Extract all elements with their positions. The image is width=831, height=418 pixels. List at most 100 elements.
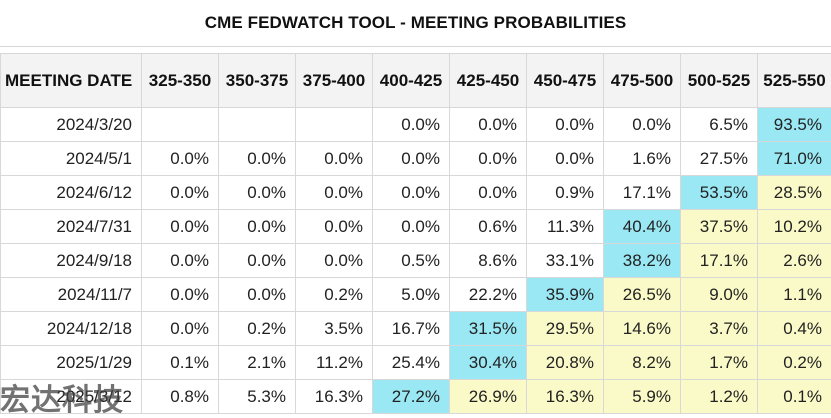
probability-cell (141, 107, 219, 142)
column-header-range: 475-500 (603, 53, 681, 108)
meeting-date-cell: 2024/9/18 (0, 243, 142, 278)
probability-cell: 0.0% (141, 175, 219, 210)
column-header-range: 400-425 (372, 53, 450, 108)
probability-cell: 3.5% (295, 311, 373, 346)
probability-cell (218, 107, 296, 142)
probability-cell: 0.0% (295, 141, 373, 176)
probability-cell: 35.9% (526, 277, 604, 312)
table-header-row: MEETING DATE 325-350 350-375 375-400 400-425… (0, 53, 831, 108)
probability-cell: 0.0% (449, 141, 527, 176)
probability-cell: 0.1% (141, 345, 219, 380)
probability-cell: 1.6% (603, 141, 681, 176)
probability-cell: 22.2% (449, 277, 527, 312)
probability-cell: 16.3% (526, 379, 604, 414)
probability-cell: 16.3% (295, 379, 373, 414)
probability-cell: 0.0% (218, 209, 296, 244)
probability-cell: 5.3% (218, 379, 296, 414)
probability-cell: 8.2% (603, 345, 681, 380)
probability-cell: 38.2% (603, 243, 681, 278)
probability-cell: 0.0% (295, 175, 373, 210)
probability-cell: 37.5% (680, 209, 758, 244)
probability-cell: 2.1% (218, 345, 296, 380)
probability-cell: 16.7% (372, 311, 450, 346)
column-header-range: 500-525 (680, 53, 758, 108)
probability-cell: 1.7% (680, 345, 758, 380)
probability-cell: 0.0% (295, 209, 373, 244)
probability-cell: 27.5% (680, 141, 758, 176)
meeting-date-cell: 2024/11/7 (0, 277, 142, 312)
probability-cell: 0.6% (449, 209, 527, 244)
probability-cell: 0.0% (141, 209, 219, 244)
column-header-range: 525-550 (757, 53, 831, 108)
probability-cell: 26.9% (449, 379, 527, 414)
probability-cell: 28.5% (757, 175, 831, 210)
probability-cell: 53.5% (680, 175, 758, 210)
probability-cell: 5.9% (603, 379, 681, 414)
probability-cell: 0.8% (141, 379, 219, 414)
probability-cell: 0.5% (372, 243, 450, 278)
probability-cell: 0.9% (526, 175, 604, 210)
probability-cell: 0.0% (141, 243, 219, 278)
table-body: 2024/3/20 0.0% 0.0% 0.0% 0.0% 6.5% 93.5% 2024/5… (0, 107, 831, 414)
table-row: 2024/5/1 0.0% 0.0% 0.0% 0.0% 0.0% 0.0% 1.6% 27.5… (0, 141, 831, 176)
probability-cell: 26.5% (603, 277, 681, 312)
probability-cell: 0.0% (141, 141, 219, 176)
probability-cell: 29.5% (526, 311, 604, 346)
meeting-date-cell: 2024/6/12 (0, 175, 142, 210)
probability-cell: 0.2% (218, 311, 296, 346)
table-row: 2024/12/18 0.0% 0.2% 3.5% 16.7% 31.5% 29.5% 14.… (0, 311, 831, 346)
probability-cell: 8.6% (449, 243, 527, 278)
probability-cell: 40.4% (603, 209, 681, 244)
probability-cell: 0.0% (449, 107, 527, 142)
probability-cell: 0.0% (218, 141, 296, 176)
meeting-date-cell: 2024/5/1 (0, 141, 142, 176)
column-header-range: 450-475 (526, 53, 604, 108)
probabilities-table: MEETING DATE 325-350 350-375 375-400 400-425… (0, 53, 831, 414)
meeting-date-cell: 2025/1/29 (0, 345, 142, 380)
probability-cell: 0.0% (372, 141, 450, 176)
probability-cell: 14.6% (603, 311, 681, 346)
column-header-range: 375-400 (295, 53, 373, 108)
meeting-date-cell: 2024/12/18 (0, 311, 142, 346)
probability-cell: 0.0% (295, 243, 373, 278)
probability-cell: 1.1% (757, 277, 831, 312)
probability-cell: 0.0% (372, 175, 450, 210)
probability-cell: 6.5% (680, 107, 758, 142)
meeting-date-cell: 2025/3/12 (0, 379, 142, 414)
probability-cell: 0.1% (757, 379, 831, 414)
meeting-date-cell: 2024/3/20 (0, 107, 142, 142)
probability-cell: 1.2% (680, 379, 758, 414)
table-row: 2024/11/7 0.0% 0.0% 0.2% 5.0% 22.2% 35.9% 26.5%… (0, 277, 831, 312)
column-header-range: 350-375 (218, 53, 296, 108)
table-row: 2024/9/18 0.0% 0.0% 0.0% 0.5% 8.6% 33.1% 38.2% 1… (0, 243, 831, 278)
table-row: 2025/1/29 0.1% 2.1% 11.2% 25.4% 30.4% 20.8% 8.2… (0, 345, 831, 380)
probability-cell: 0.0% (372, 209, 450, 244)
probability-cell: 11.2% (295, 345, 373, 380)
page-title: CME FEDWATCH TOOL - MEETING PROBABILITIE… (0, 0, 831, 47)
watermark-logo: 宏达科技 (0, 383, 124, 418)
table-row: 2024/6/12 0.0% 0.0% 0.0% 0.0% 0.0% 0.9% 17.1% 53… (0, 175, 831, 210)
table-row: 2025/3/12 0.8% 5.3% 16.3% 27.2% 26.9% 16.3% 5.9… (0, 379, 831, 414)
probability-cell: 0.0% (141, 277, 219, 312)
table-row: 2024/7/31 0.0% 0.0% 0.0% 0.0% 0.6% 11.3% 40.4% 3… (0, 209, 831, 244)
probability-cell: 0.0% (218, 277, 296, 312)
probability-cell: 2.6% (757, 243, 831, 278)
probability-cell: 0.0% (526, 141, 604, 176)
probability-cell: 0.0% (603, 107, 681, 142)
probabilities-table-container: MEETING DATE 325-350 350-375 375-400 400-425… (0, 53, 831, 414)
probability-cell: 31.5% (449, 311, 527, 346)
probability-cell: 17.1% (603, 175, 681, 210)
probability-cell: 0.2% (757, 345, 831, 380)
probability-cell: 0.0% (372, 107, 450, 142)
probability-cell: 71.0% (757, 141, 831, 176)
probability-cell: 0.4% (757, 311, 831, 346)
probability-cell: 0.0% (526, 107, 604, 142)
probability-cell: 0.0% (218, 175, 296, 210)
probability-cell: 30.4% (449, 345, 527, 380)
column-header-range: 325-350 (141, 53, 219, 108)
probability-cell: 33.1% (526, 243, 604, 278)
table-row: 2024/3/20 0.0% 0.0% 0.0% 0.0% 6.5% 93.5% (0, 107, 831, 142)
probability-cell: 5.0% (372, 277, 450, 312)
probability-cell: 93.5% (757, 107, 831, 142)
probability-cell: 25.4% (372, 345, 450, 380)
